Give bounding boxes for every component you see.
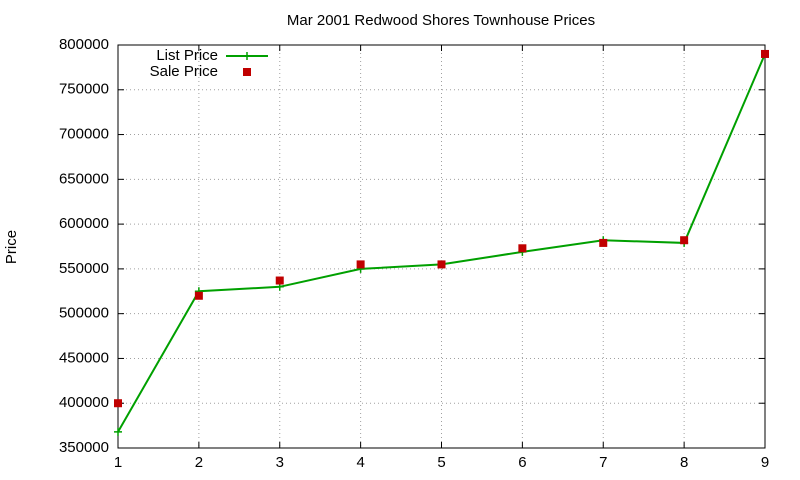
data-point xyxy=(761,49,769,58)
y-tick-label: 650000 xyxy=(59,170,109,187)
y-tick-label: 550000 xyxy=(59,260,109,277)
y-tick-label: 400000 xyxy=(59,394,109,411)
y-tick-label: 600000 xyxy=(59,215,109,232)
data-point xyxy=(194,291,203,300)
x-tick-label: 2 xyxy=(195,454,203,471)
y-tick-label: 750000 xyxy=(59,81,109,98)
legend-label: Sale Price xyxy=(150,63,218,80)
x-tick-label: 1 xyxy=(114,454,122,471)
data-point xyxy=(437,260,446,269)
data-point xyxy=(275,276,284,285)
data-point xyxy=(518,244,527,253)
y-axis-label: Price xyxy=(3,230,20,264)
legend-label: List Price xyxy=(156,47,218,64)
data-point xyxy=(356,260,365,269)
y-tick-label: 700000 xyxy=(59,126,109,143)
data-line xyxy=(117,53,766,433)
x-tick-label: 7 xyxy=(599,454,607,471)
x-tick-label: 8 xyxy=(680,454,688,471)
y-tick-label: 800000 xyxy=(59,36,109,53)
data-point xyxy=(599,238,608,247)
point-marker xyxy=(114,427,122,436)
y-tick-label: 500000 xyxy=(59,305,109,322)
chart-title: Mar 2001 Redwood Shores Townhouse Prices xyxy=(287,12,595,29)
legend-swatch xyxy=(243,68,251,76)
x-tick-label: 5 xyxy=(437,454,445,471)
x-tick-label: 4 xyxy=(356,454,364,471)
y-tick-label: 450000 xyxy=(59,349,109,366)
x-tick-label: 3 xyxy=(276,454,284,471)
data-point xyxy=(114,399,122,408)
x-tick-label: 6 xyxy=(518,454,526,471)
data-point xyxy=(680,236,689,245)
plot-frame xyxy=(117,44,766,449)
y-tick-label: 350000 xyxy=(59,439,109,456)
legend-marker xyxy=(243,52,251,60)
x-tick-label: 9 xyxy=(761,454,769,471)
